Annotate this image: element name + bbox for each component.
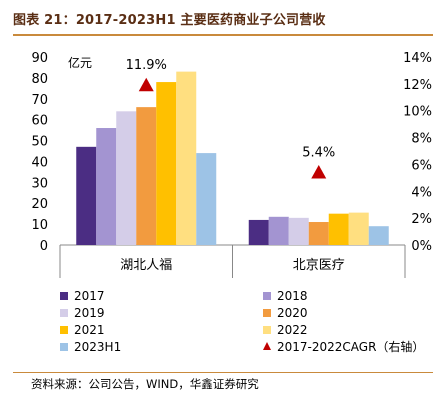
left-y-tick-label: 20 — [31, 197, 48, 212]
bar-2017-北京医疗 — [248, 219, 269, 245]
left-y-tick-label: 30 — [31, 176, 48, 191]
legend-marker — [263, 342, 271, 350]
left-y-tick-label: 10 — [31, 218, 48, 233]
legend-swatch — [263, 309, 271, 317]
right-y-tick-label: 12% — [403, 78, 432, 93]
bar-2017-湖北人福 — [76, 146, 97, 245]
bar-2021-北京医疗 — [328, 213, 349, 245]
legend-label: 2019 — [74, 306, 105, 320]
x-category-label: 湖北人福 — [120, 258, 172, 273]
title-underline — [13, 34, 433, 36]
left-y-tick-label: 70 — [31, 93, 48, 108]
legend-swatch — [60, 326, 68, 334]
right-y-tick-label: 10% — [403, 105, 432, 120]
left-y-tick-label: 0 — [40, 239, 48, 254]
legend-swatch — [60, 309, 68, 317]
legend-label: 2017 — [74, 289, 105, 303]
left-y-tick-label: 40 — [31, 155, 48, 170]
left-y-tick-label: 80 — [31, 72, 48, 87]
bar-2019-北京医疗 — [288, 217, 309, 245]
legend-label: 2018 — [277, 289, 308, 303]
legend-swatch — [263, 292, 271, 300]
bar-2019-湖北人福 — [116, 111, 137, 245]
bar-2023H1-湖北人福 — [196, 153, 217, 245]
legend-swatch — [60, 343, 68, 351]
x-category-label: 北京医疗 — [293, 258, 345, 273]
right-y-tick-label: 2% — [411, 212, 432, 227]
right-y-tick-label: 8% — [411, 132, 432, 147]
left-y-tick-label: 90 — [31, 51, 48, 66]
right-y-tick-label: 4% — [411, 185, 432, 200]
left-y-tick-label: 50 — [31, 135, 48, 150]
bar-2023H1-北京医疗 — [368, 226, 389, 245]
legend: 2017 2018 2019 2020 2021 2022 2023H1 2017-2022C… — [60, 289, 424, 354]
bar-2021-湖北人福 — [156, 82, 177, 245]
bar-2020-北京医疗 — [308, 222, 329, 245]
x-axis: 湖北人福 北京医疗 — [59, 244, 406, 278]
left-y-axis-unit: 亿元 — [68, 55, 92, 70]
legend-label: 2017-2022CAGR（右轴） — [277, 339, 424, 354]
right-y-tick-label: 14% — [403, 51, 432, 66]
bar-series — [76, 71, 389, 245]
bar-2020-湖北人福 — [136, 107, 157, 245]
footer-rule — [13, 372, 433, 373]
right-y-tick-label: 0% — [411, 239, 432, 254]
cagr-marker — [311, 164, 327, 179]
right-y-axis: 0% 2% 4% 6% 8% 10% 12% 14% — [403, 51, 432, 254]
legend-label: 2021 — [74, 323, 105, 337]
chart-canvas: 0 10 20 30 40 50 60 70 80 90 亿元 0% 2% 4% 6% 8% 10% 12% 14… — [31, 51, 432, 354]
legend-swatch — [60, 292, 68, 300]
cagr-value-label: 11.9% — [126, 58, 167, 73]
cagr-marker — [138, 77, 154, 92]
bar-2022-湖北人福 — [176, 71, 197, 245]
legend-label: 2020 — [277, 306, 308, 320]
legend-swatch — [263, 326, 271, 334]
cagr-value-label: 5.4% — [302, 145, 335, 160]
chart-title: 图表 21：2017-2023H1 主要医药商业子公司营收 — [13, 13, 326, 28]
bar-2018-湖北人福 — [96, 128, 117, 245]
bar-2022-北京医疗 — [348, 212, 369, 245]
legend-label: 2022 — [277, 323, 308, 337]
bar-2018-北京医疗 — [268, 216, 289, 245]
right-y-tick-label: 6% — [411, 158, 432, 173]
source-note: 资料来源：公司公告，WIND，华鑫证券研究 — [31, 377, 259, 391]
cagr-markers: 11.9% 5.4% — [126, 58, 335, 179]
legend-label: 2023H1 — [74, 340, 121, 354]
left-y-tick-label: 60 — [31, 114, 48, 129]
left-y-axis: 0 10 20 30 40 50 60 70 80 90 亿元 — [31, 51, 92, 254]
